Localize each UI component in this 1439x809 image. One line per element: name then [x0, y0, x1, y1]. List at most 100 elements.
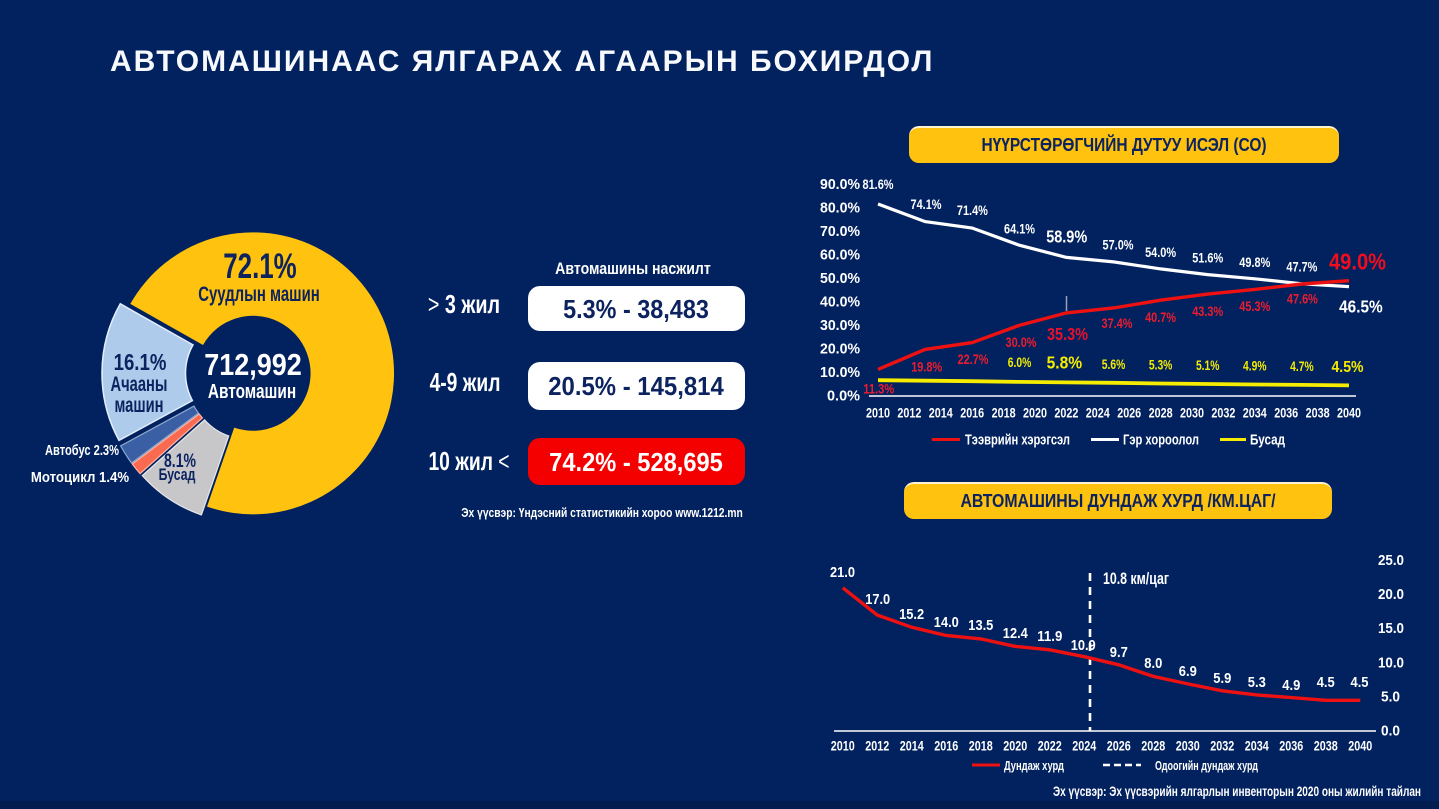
svg-text:2032: 2032: [1210, 738, 1234, 754]
svg-text:0.0%: 0.0%: [827, 389, 860, 405]
svg-text:2022: 2022: [1054, 405, 1078, 421]
svg-text:4.9%: 4.9%: [1243, 359, 1267, 374]
svg-text:71.4%: 71.4%: [957, 203, 988, 218]
svg-text:2020: 2020: [1023, 405, 1047, 421]
svg-text:10.9: 10.9: [1071, 637, 1096, 654]
svg-text:2016: 2016: [960, 405, 984, 421]
svg-text:74.1%: 74.1%: [911, 197, 942, 212]
svg-text:2040: 2040: [1348, 738, 1372, 754]
svg-text:15.0: 15.0: [1378, 621, 1404, 637]
svg-text:8.0: 8.0: [1144, 655, 1162, 672]
svg-text:2016: 2016: [934, 738, 958, 754]
svg-text:2034: 2034: [1243, 405, 1267, 421]
svg-text:2032: 2032: [1211, 405, 1235, 421]
svg-text:9.7: 9.7: [1110, 644, 1128, 661]
svg-text:37.4%: 37.4%: [1102, 316, 1133, 331]
svg-text:2024: 2024: [1072, 738, 1096, 754]
svg-text:Дундаж хурд: Дундаж хурд: [1004, 759, 1064, 773]
svg-text:2028: 2028: [1149, 405, 1173, 421]
svg-text:60.0%: 60.0%: [820, 248, 860, 264]
svg-text:12.4: 12.4: [1003, 625, 1029, 642]
svg-text:2010: 2010: [866, 405, 890, 421]
svg-text:43.3%: 43.3%: [1192, 304, 1223, 319]
svg-text:14.0: 14.0: [934, 614, 959, 631]
svg-text:19.8%: 19.8%: [911, 360, 942, 375]
svg-text:11.3%: 11.3%: [863, 382, 894, 397]
svg-text:6.0%: 6.0%: [1008, 355, 1032, 370]
svg-text:40.0%: 40.0%: [820, 295, 860, 311]
svg-text:5.9: 5.9: [1213, 670, 1231, 687]
svg-text:21.0: 21.0: [830, 564, 855, 581]
svg-text:2012: 2012: [865, 738, 889, 754]
svg-text:0.0: 0.0: [1381, 724, 1400, 740]
svg-text:2010: 2010: [831, 738, 855, 754]
svg-text:2036: 2036: [1274, 405, 1298, 421]
svg-text:2022: 2022: [1038, 738, 1062, 754]
svg-text:2026: 2026: [1107, 738, 1131, 754]
svg-text:10.0: 10.0: [1378, 655, 1404, 671]
svg-text:58.9%: 58.9%: [1046, 227, 1087, 247]
svg-text:10.0%: 10.0%: [820, 365, 860, 381]
svg-text:11.9: 11.9: [1037, 628, 1062, 645]
svg-text:2028: 2028: [1141, 738, 1165, 754]
svg-text:70.0%: 70.0%: [820, 224, 860, 240]
svg-text:2038: 2038: [1314, 738, 1338, 754]
svg-text:35.3%: 35.3%: [1047, 324, 1088, 344]
svg-text:Гэр хороолол: Гэр хороолол: [1123, 433, 1199, 449]
svg-text:25.0: 25.0: [1378, 553, 1404, 569]
svg-text:5.0: 5.0: [1381, 689, 1400, 705]
svg-text:4.5: 4.5: [1351, 674, 1369, 691]
svg-text:13.5: 13.5: [968, 617, 993, 634]
svg-text:51.6%: 51.6%: [1192, 251, 1223, 266]
svg-text:46.5%: 46.5%: [1339, 297, 1383, 317]
svg-text:80.0%: 80.0%: [820, 201, 860, 217]
svg-text:2026: 2026: [1117, 405, 1141, 421]
svg-text:2014: 2014: [900, 738, 924, 754]
svg-text:5.6%: 5.6%: [1102, 357, 1126, 372]
svg-text:57.0%: 57.0%: [1103, 238, 1134, 253]
svg-text:17.0: 17.0: [865, 591, 890, 608]
svg-text:2012: 2012: [897, 405, 921, 421]
svg-text:5.8%: 5.8%: [1047, 353, 1083, 373]
svg-text:Эх үүсвэр: Эх үүсвэрийн ялгарл: Эх үүсвэр: Эх үүсвэрийн ялгарлын инвенто…: [1053, 783, 1421, 799]
svg-text:2030: 2030: [1180, 405, 1204, 421]
svg-text:4.9: 4.9: [1282, 677, 1300, 694]
svg-text:Одоогийн дундаж хурд: Одоогийн дундаж хурд: [1155, 759, 1258, 773]
svg-text:2018: 2018: [992, 405, 1016, 421]
svg-text:47.6%: 47.6%: [1287, 292, 1318, 307]
svg-text:Тээврийн хэрэгсэл: Тээврийн хэрэгсэл: [965, 433, 1070, 449]
svg-text:90.0%: 90.0%: [820, 177, 860, 193]
svg-text:10.8 км/цаг: 10.8 км/цаг: [1103, 570, 1169, 588]
svg-text:2018: 2018: [969, 738, 993, 754]
svg-text:4.5: 4.5: [1317, 674, 1335, 691]
svg-text:2036: 2036: [1279, 738, 1303, 754]
svg-text:20.0%: 20.0%: [820, 342, 860, 358]
svg-text:49.0%: 49.0%: [1329, 249, 1386, 275]
svg-text:5.1%: 5.1%: [1196, 358, 1220, 373]
svg-text:22.7%: 22.7%: [958, 352, 989, 367]
svg-text:54.0%: 54.0%: [1145, 245, 1176, 260]
svg-text:40.7%: 40.7%: [1145, 310, 1176, 325]
svg-text:4.5%: 4.5%: [1332, 359, 1364, 376]
svg-text:47.7%: 47.7%: [1286, 260, 1317, 275]
svg-text:20.0: 20.0: [1378, 587, 1404, 603]
svg-text:30.0%: 30.0%: [820, 318, 860, 334]
svg-text:2030: 2030: [1176, 738, 1200, 754]
svg-text:Бусад: Бусад: [1250, 433, 1285, 449]
svg-text:15.2: 15.2: [899, 606, 924, 623]
svg-text:2014: 2014: [929, 405, 953, 421]
svg-text:2024: 2024: [1086, 405, 1110, 421]
svg-text:50.0%: 50.0%: [820, 271, 860, 287]
svg-text:5.3%: 5.3%: [1149, 358, 1173, 373]
svg-text:45.3%: 45.3%: [1239, 299, 1270, 314]
svg-text:6.9: 6.9: [1179, 663, 1197, 680]
svg-text:30.0%: 30.0%: [1006, 335, 1037, 350]
svg-text:2034: 2034: [1245, 738, 1269, 754]
svg-text:4.7%: 4.7%: [1290, 359, 1314, 374]
svg-text:81.6%: 81.6%: [863, 177, 894, 192]
svg-text:2020: 2020: [1003, 738, 1027, 754]
svg-text:2040: 2040: [1337, 405, 1361, 421]
svg-text:2038: 2038: [1306, 405, 1330, 421]
svg-text:49.8%: 49.8%: [1239, 255, 1270, 270]
svg-text:64.1%: 64.1%: [1004, 222, 1035, 237]
